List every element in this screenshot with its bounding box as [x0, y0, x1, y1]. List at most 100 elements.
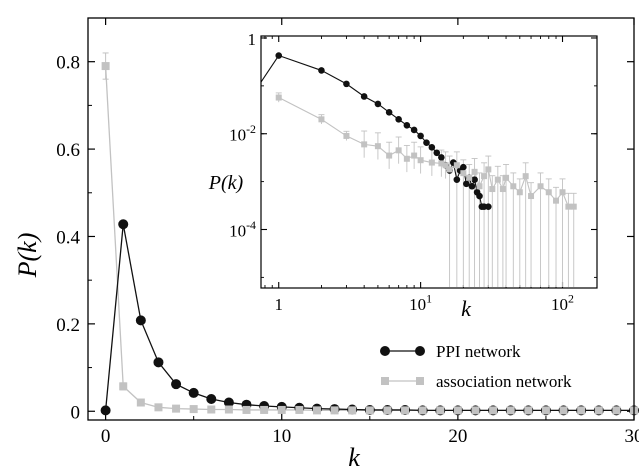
inset-y-axis-label: P(k) [208, 172, 244, 194]
inset-association-point [471, 168, 478, 175]
inset-association-point [343, 132, 350, 139]
association-point [277, 405, 286, 414]
association-point [594, 406, 603, 415]
inset-ppi-point [360, 93, 368, 100]
ppi-point [118, 219, 129, 230]
legend-association-marker-right [416, 377, 424, 385]
association-point [348, 406, 357, 415]
main-y-axis-label: P(k) [13, 233, 42, 279]
association-point [401, 406, 410, 415]
main-y-tick-label: 0.2 [56, 315, 80, 336]
inset-association-point [510, 183, 517, 190]
association-point [524, 406, 533, 415]
inset-association-point [553, 197, 560, 204]
inset-association-point [489, 186, 496, 193]
main-x-axis-label: k [348, 443, 360, 472]
main-x-tick-label: 10 [272, 426, 291, 447]
inset-association-point [528, 193, 535, 200]
inset-x-tick-label: 1 [274, 295, 283, 314]
association-point [207, 405, 216, 414]
inset-ppi-point [463, 180, 470, 188]
ppi-point [206, 394, 217, 405]
ppi-point [171, 379, 182, 390]
inset-ppi-point [433, 149, 441, 157]
association-point [489, 406, 498, 415]
main-y-tick-label: 0.4 [56, 227, 80, 248]
inset-association-point [481, 173, 488, 180]
legend-ppi-marker-right [415, 346, 425, 356]
legend-association-label: association network [436, 372, 572, 391]
main-plot: 0 10 20 30 0 0.2 0.4 0.6 0.8 [56, 17, 639, 447]
inset-association-point [411, 152, 418, 159]
association-point [453, 406, 462, 415]
inset-association-point [442, 162, 449, 169]
association-point [612, 406, 621, 415]
main-plot-frame [87, 17, 635, 421]
inset-association-point [565, 203, 572, 210]
association-point [224, 405, 233, 414]
inset-ppi-point [476, 192, 483, 200]
inset-association-point [559, 189, 566, 196]
association-point [172, 404, 181, 413]
ppi-point [100, 405, 111, 416]
inset-association-point [453, 162, 460, 169]
association-point [559, 406, 568, 415]
inset-ppi-point [438, 154, 445, 161]
inset-association-point [318, 116, 325, 123]
association-point [436, 406, 445, 415]
association-point [383, 406, 392, 415]
inset-association-point [275, 94, 282, 101]
inset-y-tick-label: 1 [248, 30, 257, 49]
inset-association-point [537, 183, 544, 190]
inset-association-point [403, 155, 410, 162]
inset-ppi-point [385, 109, 393, 116]
inset-association-point [395, 147, 402, 154]
main-y-tick-label: 0.6 [56, 140, 80, 161]
inset-ppi-point [460, 163, 467, 171]
inset-association-point [417, 157, 424, 164]
inset-association-point [503, 174, 510, 181]
inset-x-tick-label: 101 [409, 291, 432, 314]
main-x-tick-label: 0 [101, 426, 111, 447]
association-point [295, 405, 304, 414]
inset-association-point [460, 170, 467, 177]
inset-association-point [516, 189, 523, 196]
ppi-point [135, 315, 146, 326]
inset-ppi-point [343, 80, 350, 88]
inset-association-point [438, 160, 445, 167]
ppi-point [188, 387, 199, 398]
inset-y-tick-label: 10-4 [229, 218, 256, 241]
inset-association-point [570, 203, 577, 210]
association-point [242, 405, 251, 414]
association-point [541, 406, 550, 415]
inset-ppi-point [468, 182, 476, 190]
legend-association-marker-left [381, 377, 389, 385]
inset-association-point [522, 173, 529, 180]
ppi-point [223, 397, 234, 408]
inset-ppi-point [403, 122, 411, 129]
ppi-point [153, 357, 164, 368]
inset-association-point [545, 189, 552, 196]
inset-association-point [446, 166, 453, 173]
inset-ppi-point [275, 52, 283, 59]
association-point [506, 406, 515, 415]
association-point [312, 406, 321, 415]
inset-ppi-point [374, 100, 382, 108]
inset-ppi-point [410, 126, 418, 134]
inset-plot-frame [260, 35, 598, 289]
inset-y-tick-label: 10-2 [229, 122, 256, 145]
association-point [365, 406, 374, 415]
inset-association-point [361, 141, 368, 148]
inset-association-point [494, 176, 501, 183]
inset-x-axis-label: k [461, 296, 472, 321]
main-y-tick-label: 0.8 [56, 53, 80, 74]
inset-ppi-point [471, 176, 478, 183]
association-point [119, 382, 128, 391]
association-point [189, 405, 198, 414]
main-y-tick-label: 0 [71, 402, 81, 423]
inset-association-point [428, 159, 435, 166]
inset-association-point [476, 183, 483, 190]
legend-ppi-marker-left [380, 346, 390, 356]
inset-association-point [499, 186, 506, 193]
inset-ppi-point [485, 203, 492, 210]
